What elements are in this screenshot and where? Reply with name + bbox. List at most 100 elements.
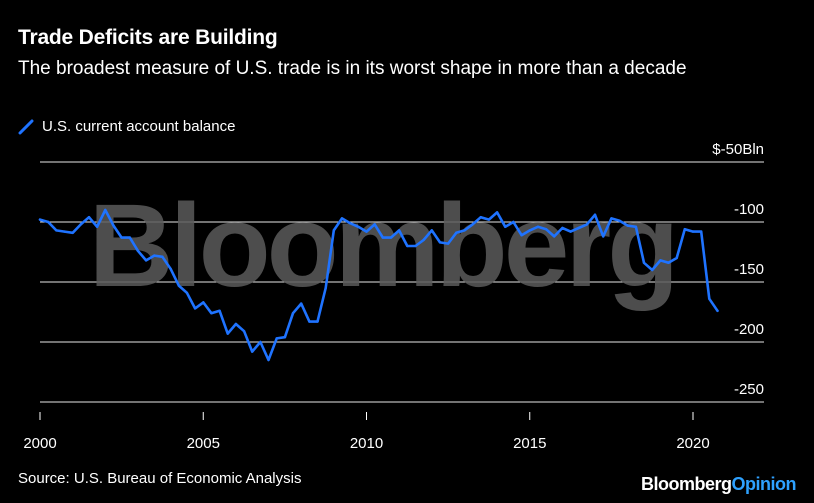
data-point [316, 320, 319, 323]
data-point [349, 222, 352, 225]
data-point [569, 230, 572, 233]
data-point [144, 259, 148, 262]
data-point [357, 225, 360, 228]
data-point [463, 229, 466, 232]
brand-main: Bloomberg [641, 474, 732, 494]
data-point [291, 312, 295, 315]
data-point [683, 228, 686, 231]
data-point [651, 268, 654, 272]
data-point [112, 224, 115, 227]
chart-subtitle: The broadest measure of U.S. trade is in… [18, 58, 687, 79]
data-point [267, 358, 270, 362]
data-point [520, 234, 523, 237]
data-point [87, 216, 91, 219]
data-point [251, 350, 254, 353]
data-point [161, 255, 164, 258]
data-point [47, 220, 50, 224]
data-point [455, 231, 458, 234]
brand-accent: Opinion [731, 474, 797, 494]
data-point [700, 230, 703, 233]
data-point [602, 235, 605, 238]
data-point [610, 217, 613, 220]
data-point [422, 238, 425, 242]
x-tick-label: 2000 [23, 435, 56, 452]
data-point [308, 320, 311, 323]
data-point [716, 309, 719, 312]
data-point [675, 256, 678, 260]
data-point [120, 236, 123, 239]
data-point [406, 244, 409, 248]
chart-title: Trade Deficits are Building [18, 26, 278, 49]
data-point [438, 241, 442, 244]
data-point [71, 231, 74, 234]
data-point [577, 226, 580, 230]
data-point [128, 236, 131, 239]
data-point [708, 297, 711, 300]
data-point [553, 235, 556, 238]
data-point [193, 307, 197, 310]
x-tick-label: 2020 [676, 435, 709, 452]
data-point [691, 230, 695, 233]
data-point [495, 211, 499, 214]
data-point [618, 219, 621, 222]
data-point [95, 225, 99, 228]
x-tick-label: 2015 [513, 435, 546, 452]
data-point [153, 254, 156, 257]
data-point [634, 225, 638, 228]
data-point [504, 225, 507, 228]
x-tick-label: 2010 [350, 435, 383, 452]
data-point [667, 261, 670, 264]
data-point [259, 340, 262, 344]
data-point [471, 223, 474, 226]
data-point [210, 312, 213, 315]
data-point [544, 228, 548, 231]
data-point [512, 220, 515, 224]
data-point [218, 309, 221, 312]
data-point [487, 218, 491, 221]
data-point [226, 332, 229, 335]
data-point [479, 216, 482, 219]
data-point [626, 224, 629, 227]
source-note: Source: U.S. Bureau of Economic Analysis [18, 470, 302, 487]
legend-swatch-icon [18, 119, 34, 134]
data-point [55, 229, 58, 232]
data-point [381, 236, 384, 239]
y-tick-label: -250 [734, 381, 764, 398]
data-point [234, 322, 238, 326]
data-point [300, 302, 303, 305]
y-tick-label: $-50Bln [712, 141, 764, 158]
data-point [642, 261, 646, 264]
y-tick-label: -200 [734, 321, 764, 338]
data-point [79, 223, 83, 226]
data-point [177, 284, 180, 287]
data-point [414, 244, 417, 248]
bloomberg-watermark: Bloomberg [89, 180, 676, 312]
data-point [38, 218, 42, 221]
data-point [659, 259, 662, 262]
y-tick-label: -100 [734, 201, 764, 218]
x-tick-label: 2005 [187, 435, 220, 452]
data-point [202, 301, 205, 304]
data-point [340, 217, 344, 220]
data-point [332, 229, 335, 232]
data-point [373, 223, 376, 226]
series-line [38, 208, 719, 362]
data-point [136, 249, 140, 252]
data-point [585, 223, 589, 226]
data-point [63, 230, 66, 233]
y-tick-label: -150 [734, 261, 764, 278]
data-point [324, 286, 327, 290]
legend-label: U.S. current account balance [42, 118, 236, 135]
data-point [561, 226, 564, 230]
legend: U.S. current account balance [18, 118, 235, 135]
data-point [242, 330, 246, 333]
data-point [430, 229, 433, 232]
data-point [593, 213, 597, 216]
data-point [365, 230, 368, 233]
data-point [185, 291, 189, 294]
data-point [275, 337, 278, 340]
data-point [446, 242, 450, 245]
data-point [536, 225, 540, 228]
data-point [169, 267, 172, 270]
